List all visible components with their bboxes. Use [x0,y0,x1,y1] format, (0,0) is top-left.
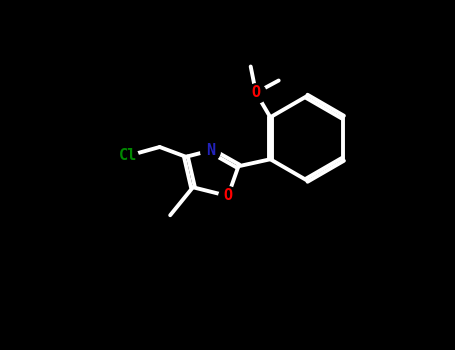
Text: O: O [223,189,233,203]
Text: O: O [251,85,261,100]
Text: N: N [206,143,215,158]
Text: Cl: Cl [119,148,137,163]
